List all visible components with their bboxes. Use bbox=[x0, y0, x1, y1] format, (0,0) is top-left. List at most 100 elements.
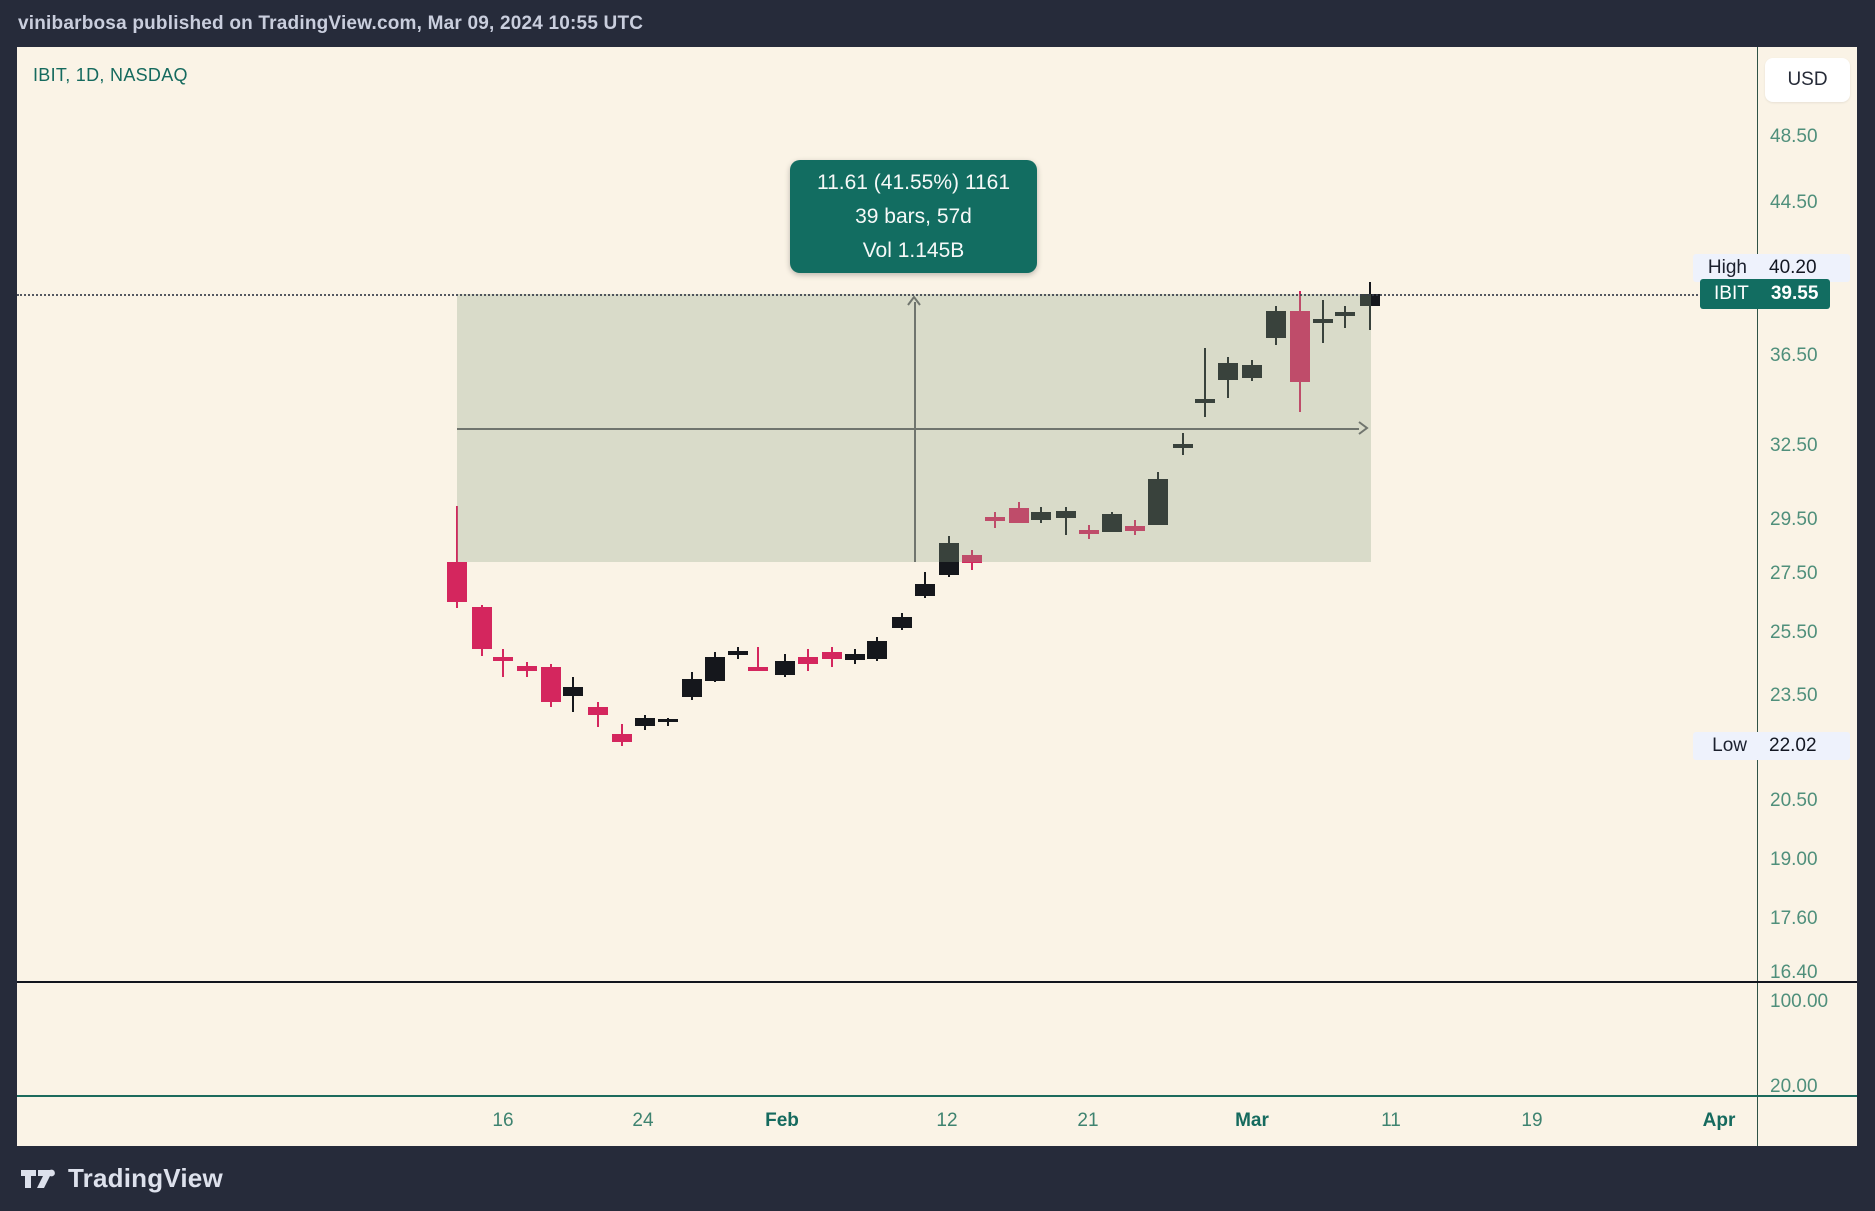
tradingview-logo-icon bbox=[21, 1169, 55, 1188]
price-axis-separator bbox=[1757, 47, 1758, 1146]
volume-tick: 20.00 bbox=[1770, 1076, 1818, 1097]
high-label-text: High bbox=[1693, 253, 1757, 282]
candle-body bbox=[1102, 513, 1122, 532]
candle-wick bbox=[1065, 506, 1067, 535]
candle-body bbox=[563, 686, 583, 697]
high-price-label: High 40.20 bbox=[1693, 253, 1850, 282]
candle-body bbox=[798, 657, 818, 664]
last-price-line bbox=[17, 294, 1757, 297]
price-tick: 32.50 bbox=[1770, 434, 1818, 456]
last-price-badge: IBIT 39.55 bbox=[1700, 279, 1831, 310]
price-tick: 19.00 bbox=[1770, 848, 1818, 870]
publish-text: vinibarbosa published on TradingView.com… bbox=[18, 12, 644, 34]
candle-wick bbox=[757, 647, 759, 671]
footer-bar: TradingView bbox=[0, 1146, 1875, 1211]
candle-body bbox=[822, 652, 842, 660]
candle-body bbox=[612, 734, 632, 742]
candle-body bbox=[728, 651, 748, 655]
measure-change-line: 11.61 (41.55%) 1161 bbox=[816, 170, 1011, 194]
measure-tooltip: 11.61 (41.55%) 1161 39 bars, 57d Vol 1.1… bbox=[790, 160, 1037, 273]
candle-wick bbox=[502, 649, 504, 678]
low-label-text: Low bbox=[1693, 731, 1757, 760]
price-tick: 36.50 bbox=[1770, 345, 1818, 367]
time-axis-separator bbox=[17, 1095, 1857, 1097]
candle-body bbox=[1266, 311, 1286, 338]
price-tick: 25.50 bbox=[1770, 621, 1818, 643]
measure-up-arrow-icon bbox=[907, 295, 921, 306]
candle-body bbox=[705, 657, 725, 682]
measure-volume-line: Vol 1.145B bbox=[862, 238, 965, 262]
candle-body bbox=[1173, 443, 1193, 448]
candle-body bbox=[867, 641, 887, 660]
candle-body bbox=[1125, 525, 1145, 531]
candle-wick bbox=[1204, 347, 1206, 417]
time-tick: 12 bbox=[936, 1110, 958, 1131]
price-tick: 20.50 bbox=[1770, 789, 1818, 811]
price-tick: 23.50 bbox=[1770, 684, 1818, 706]
price-tick: 17.60 bbox=[1770, 907, 1818, 929]
candle-body bbox=[1195, 398, 1215, 403]
candle-body bbox=[541, 667, 561, 702]
candle-body bbox=[1313, 319, 1333, 324]
candle-body bbox=[517, 666, 537, 672]
low-label-value: 22.02 bbox=[1757, 731, 1850, 760]
candle-body bbox=[1290, 311, 1310, 383]
last-badge-symbol: IBIT bbox=[1714, 283, 1749, 305]
measure-right-arrow-icon bbox=[1358, 421, 1369, 436]
time-tick: Mar bbox=[1235, 1110, 1269, 1131]
candle-body bbox=[1009, 507, 1029, 523]
volume-tick: 100.00 bbox=[1770, 991, 1829, 1012]
candle-body bbox=[1031, 512, 1051, 520]
candle-body bbox=[1148, 479, 1168, 525]
candle-body bbox=[939, 542, 959, 575]
price-tick: 29.50 bbox=[1770, 509, 1818, 531]
price-tick: 48.50 bbox=[1770, 126, 1818, 147]
price-tick: 16.40 bbox=[1770, 962, 1818, 983]
tradingview-logo-text: TradingView bbox=[68, 1163, 223, 1193]
publish-bar: vinibarbosa published on TradingView.com… bbox=[0, 0, 1875, 47]
time-tick: Feb bbox=[765, 1110, 799, 1131]
measure-h-line bbox=[457, 428, 1359, 430]
candle-body bbox=[682, 679, 702, 698]
candle-body bbox=[845, 654, 865, 661]
symbol-title: IBIT, 1D, NASDAQ bbox=[33, 65, 188, 85]
candle-body bbox=[775, 661, 795, 675]
low-price-label: Low 22.02 bbox=[1693, 731, 1850, 760]
candle-body bbox=[493, 657, 513, 661]
candle-body bbox=[1218, 362, 1238, 380]
measure-bars-line: 39 bars, 57d bbox=[855, 204, 972, 228]
candle-wick bbox=[1182, 432, 1184, 455]
candle-body bbox=[915, 583, 935, 596]
time-tick: Apr bbox=[1702, 1110, 1736, 1131]
time-tick: 19 bbox=[1521, 1110, 1543, 1131]
pane-divider[interactable] bbox=[17, 981, 1857, 983]
candle-body bbox=[962, 555, 982, 564]
candle-body bbox=[985, 516, 1005, 521]
candle-wick bbox=[1344, 306, 1346, 328]
candle-body bbox=[658, 718, 678, 723]
tradingview-logo[interactable]: TradingView bbox=[20, 1163, 223, 1194]
candle-body bbox=[1242, 364, 1262, 378]
candle-body bbox=[472, 606, 492, 650]
candle-wick bbox=[456, 505, 458, 608]
measure-v-line bbox=[914, 302, 916, 563]
price-tick: 27.50 bbox=[1770, 563, 1818, 585]
time-tick: 24 bbox=[632, 1110, 654, 1131]
currency-button[interactable]: USD bbox=[1765, 58, 1850, 102]
candle-body bbox=[635, 717, 655, 727]
candle-body bbox=[1360, 294, 1380, 307]
candle-body bbox=[1079, 529, 1099, 534]
time-tick: 21 bbox=[1077, 1110, 1099, 1131]
price-tick: 44.50 bbox=[1770, 192, 1818, 214]
candle-body bbox=[748, 667, 768, 671]
time-tick: 11 bbox=[1381, 1110, 1401, 1131]
last-badge-value: 39.55 bbox=[1770, 283, 1819, 305]
candle-body bbox=[1335, 312, 1355, 317]
time-tick: 16 bbox=[492, 1110, 514, 1131]
candle-body bbox=[1056, 510, 1076, 518]
